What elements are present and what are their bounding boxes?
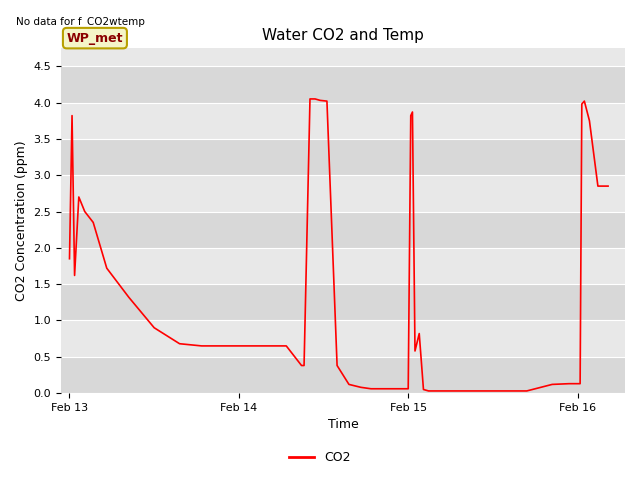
X-axis label: Time: Time xyxy=(328,419,358,432)
Text: No data for f_CO2wtemp: No data for f_CO2wtemp xyxy=(16,16,145,27)
Text: WP_met: WP_met xyxy=(67,32,123,45)
Bar xyxy=(61,139,625,175)
Bar xyxy=(61,66,625,103)
Bar xyxy=(61,175,625,212)
Legend: CO2: CO2 xyxy=(284,446,356,469)
Bar xyxy=(61,212,625,248)
Bar xyxy=(61,103,625,139)
Title: Water CO2 and Temp: Water CO2 and Temp xyxy=(262,28,424,43)
Bar xyxy=(61,284,625,321)
Bar xyxy=(61,248,625,284)
Bar xyxy=(61,357,625,393)
Y-axis label: CO2 Concentration (ppm): CO2 Concentration (ppm) xyxy=(15,140,28,301)
Bar xyxy=(61,321,625,357)
